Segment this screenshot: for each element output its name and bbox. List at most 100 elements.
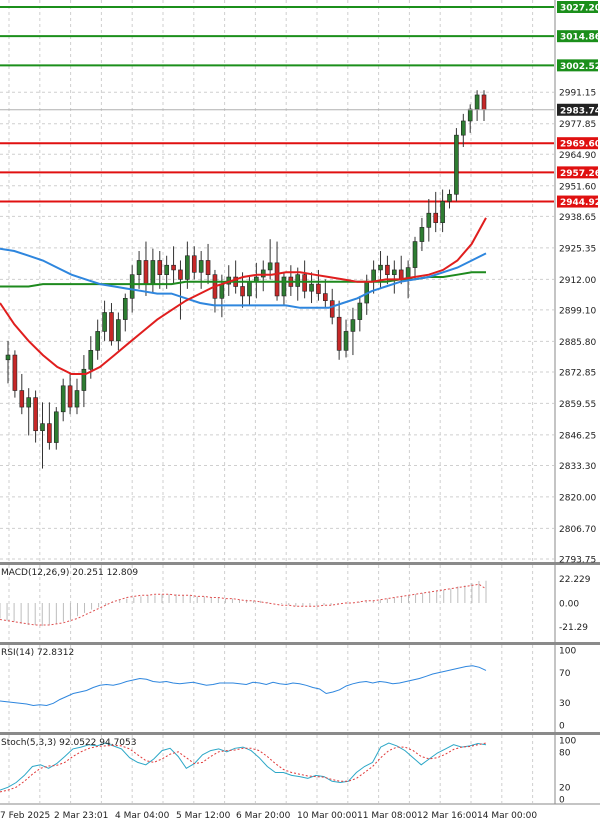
price-tick-label: 2885.80: [559, 338, 596, 348]
candle: [60, 385, 66, 413]
rsi-tick-label: 30: [559, 699, 571, 709]
candle: [274, 262, 280, 297]
candle: [433, 212, 439, 223]
candle: [109, 312, 114, 342]
candle: [143, 260, 149, 285]
price-tick-label: 2977.85: [559, 120, 596, 130]
candle: [164, 264, 169, 275]
x-tick-label: 5 Mar 12:00: [176, 811, 231, 821]
price-tick-label: 2833.30: [559, 462, 596, 472]
candle: [198, 260, 204, 273]
candle: [88, 350, 94, 370]
support-level-label-bg: [557, 137, 598, 150]
x-tick-label: 6 Mar 20:00: [236, 811, 291, 821]
macd-tick-label: 22.229: [559, 575, 591, 585]
x-tick-label: 11 Mar 08:00: [357, 811, 417, 821]
candle: [136, 260, 142, 275]
macd-signal-line: [0, 583, 487, 626]
rsi-line: [0, 665, 487, 707]
candle: [295, 274, 301, 287]
price-tick-label: 2820.00: [559, 493, 596, 503]
price-tick-label: 2964.90: [559, 151, 596, 161]
x-tick-label: 14 Mar 00:00: [477, 811, 537, 821]
stoch-tick-label: 80: [559, 748, 571, 758]
candle: [95, 331, 100, 351]
price-tick-label: 2859.55: [559, 400, 596, 410]
candle: [171, 264, 176, 271]
support-level-label: 2957.26: [560, 169, 600, 179]
price-tick-label: 2872.85: [559, 368, 596, 378]
candle: [191, 255, 197, 273]
candle: [116, 319, 121, 342]
candle: [157, 260, 163, 275]
stoch-tick-label: 20: [559, 784, 571, 794]
support-level-label: 2944.92: [560, 198, 600, 208]
candle: [412, 241, 418, 268]
candle: [122, 298, 128, 320]
candle: [240, 286, 245, 297]
price-tick-label: 2793.75: [559, 556, 596, 566]
candle: [40, 423, 45, 432]
x-tick-label: 4 Mar 04:00: [115, 811, 170, 821]
candle: [247, 281, 252, 297]
candle: [33, 397, 38, 432]
candle: [81, 368, 87, 391]
x-tick-label: 12 Mar 16:00: [417, 811, 477, 821]
candle: [205, 260, 211, 275]
x-tick-label: 2 Mar 23:01: [54, 811, 108, 821]
candle: [5, 354, 11, 361]
candle: [309, 283, 314, 292]
candle: [350, 319, 356, 332]
candle: [481, 94, 487, 111]
candle: [150, 260, 156, 285]
panel-separator: [0, 562, 600, 565]
candle: [467, 108, 473, 122]
rsi-tick-label: 100: [559, 647, 576, 657]
candle: [343, 331, 349, 351]
stoch-k-line: [0, 742, 487, 791]
current-price-label: 2983.74: [560, 106, 600, 116]
moving-average-mid-line: [0, 247, 487, 309]
candle: [260, 269, 266, 278]
resistance-level-label: 3014.86: [560, 33, 600, 43]
candle: [329, 300, 335, 318]
candle: [371, 269, 376, 283]
candle: [129, 274, 135, 299]
candle: [47, 423, 52, 443]
resistance-level-label: 3027.20: [560, 4, 600, 14]
rsi-label: RSI(14) 72.8312: [1, 648, 74, 658]
stochastic-panel: Stoch(5,3,3) 92.0522 94.7053: [0, 738, 487, 793]
candle: [447, 193, 452, 202]
x-tick-label: 10 Mar 00:00: [297, 811, 357, 821]
candle: [336, 316, 342, 351]
candle: [53, 411, 59, 443]
price-tick-label: 2951.60: [559, 182, 596, 192]
stoch-tick-label: 100: [559, 737, 576, 747]
price-tick-label: 2899.10: [559, 306, 596, 316]
candle: [398, 269, 404, 280]
candle: [74, 390, 80, 408]
main-price-panel: [0, 6, 554, 469]
candle: [102, 312, 107, 332]
macd-label: MACD(12,26,9) 20.251 12.809: [1, 568, 138, 578]
candle: [392, 269, 397, 275]
support-level-label: 2969.60: [560, 140, 600, 150]
candle: [385, 264, 390, 275]
support-level-label-bg: [557, 195, 598, 208]
candle: [378, 264, 383, 271]
candle: [67, 385, 73, 408]
panel-separator: [0, 732, 600, 735]
candle: [26, 397, 31, 408]
stoch-tick-label: 0: [559, 796, 565, 806]
current-price-label-bg: [557, 103, 598, 116]
price-tick-label: 2912.00: [559, 276, 596, 286]
resistance-level-label-bg: [557, 59, 598, 72]
candle: [426, 212, 432, 228]
candle: [323, 293, 328, 301]
price-tick-label: 2938.65: [559, 213, 596, 223]
candle: [419, 227, 425, 242]
candle: [178, 269, 183, 280]
